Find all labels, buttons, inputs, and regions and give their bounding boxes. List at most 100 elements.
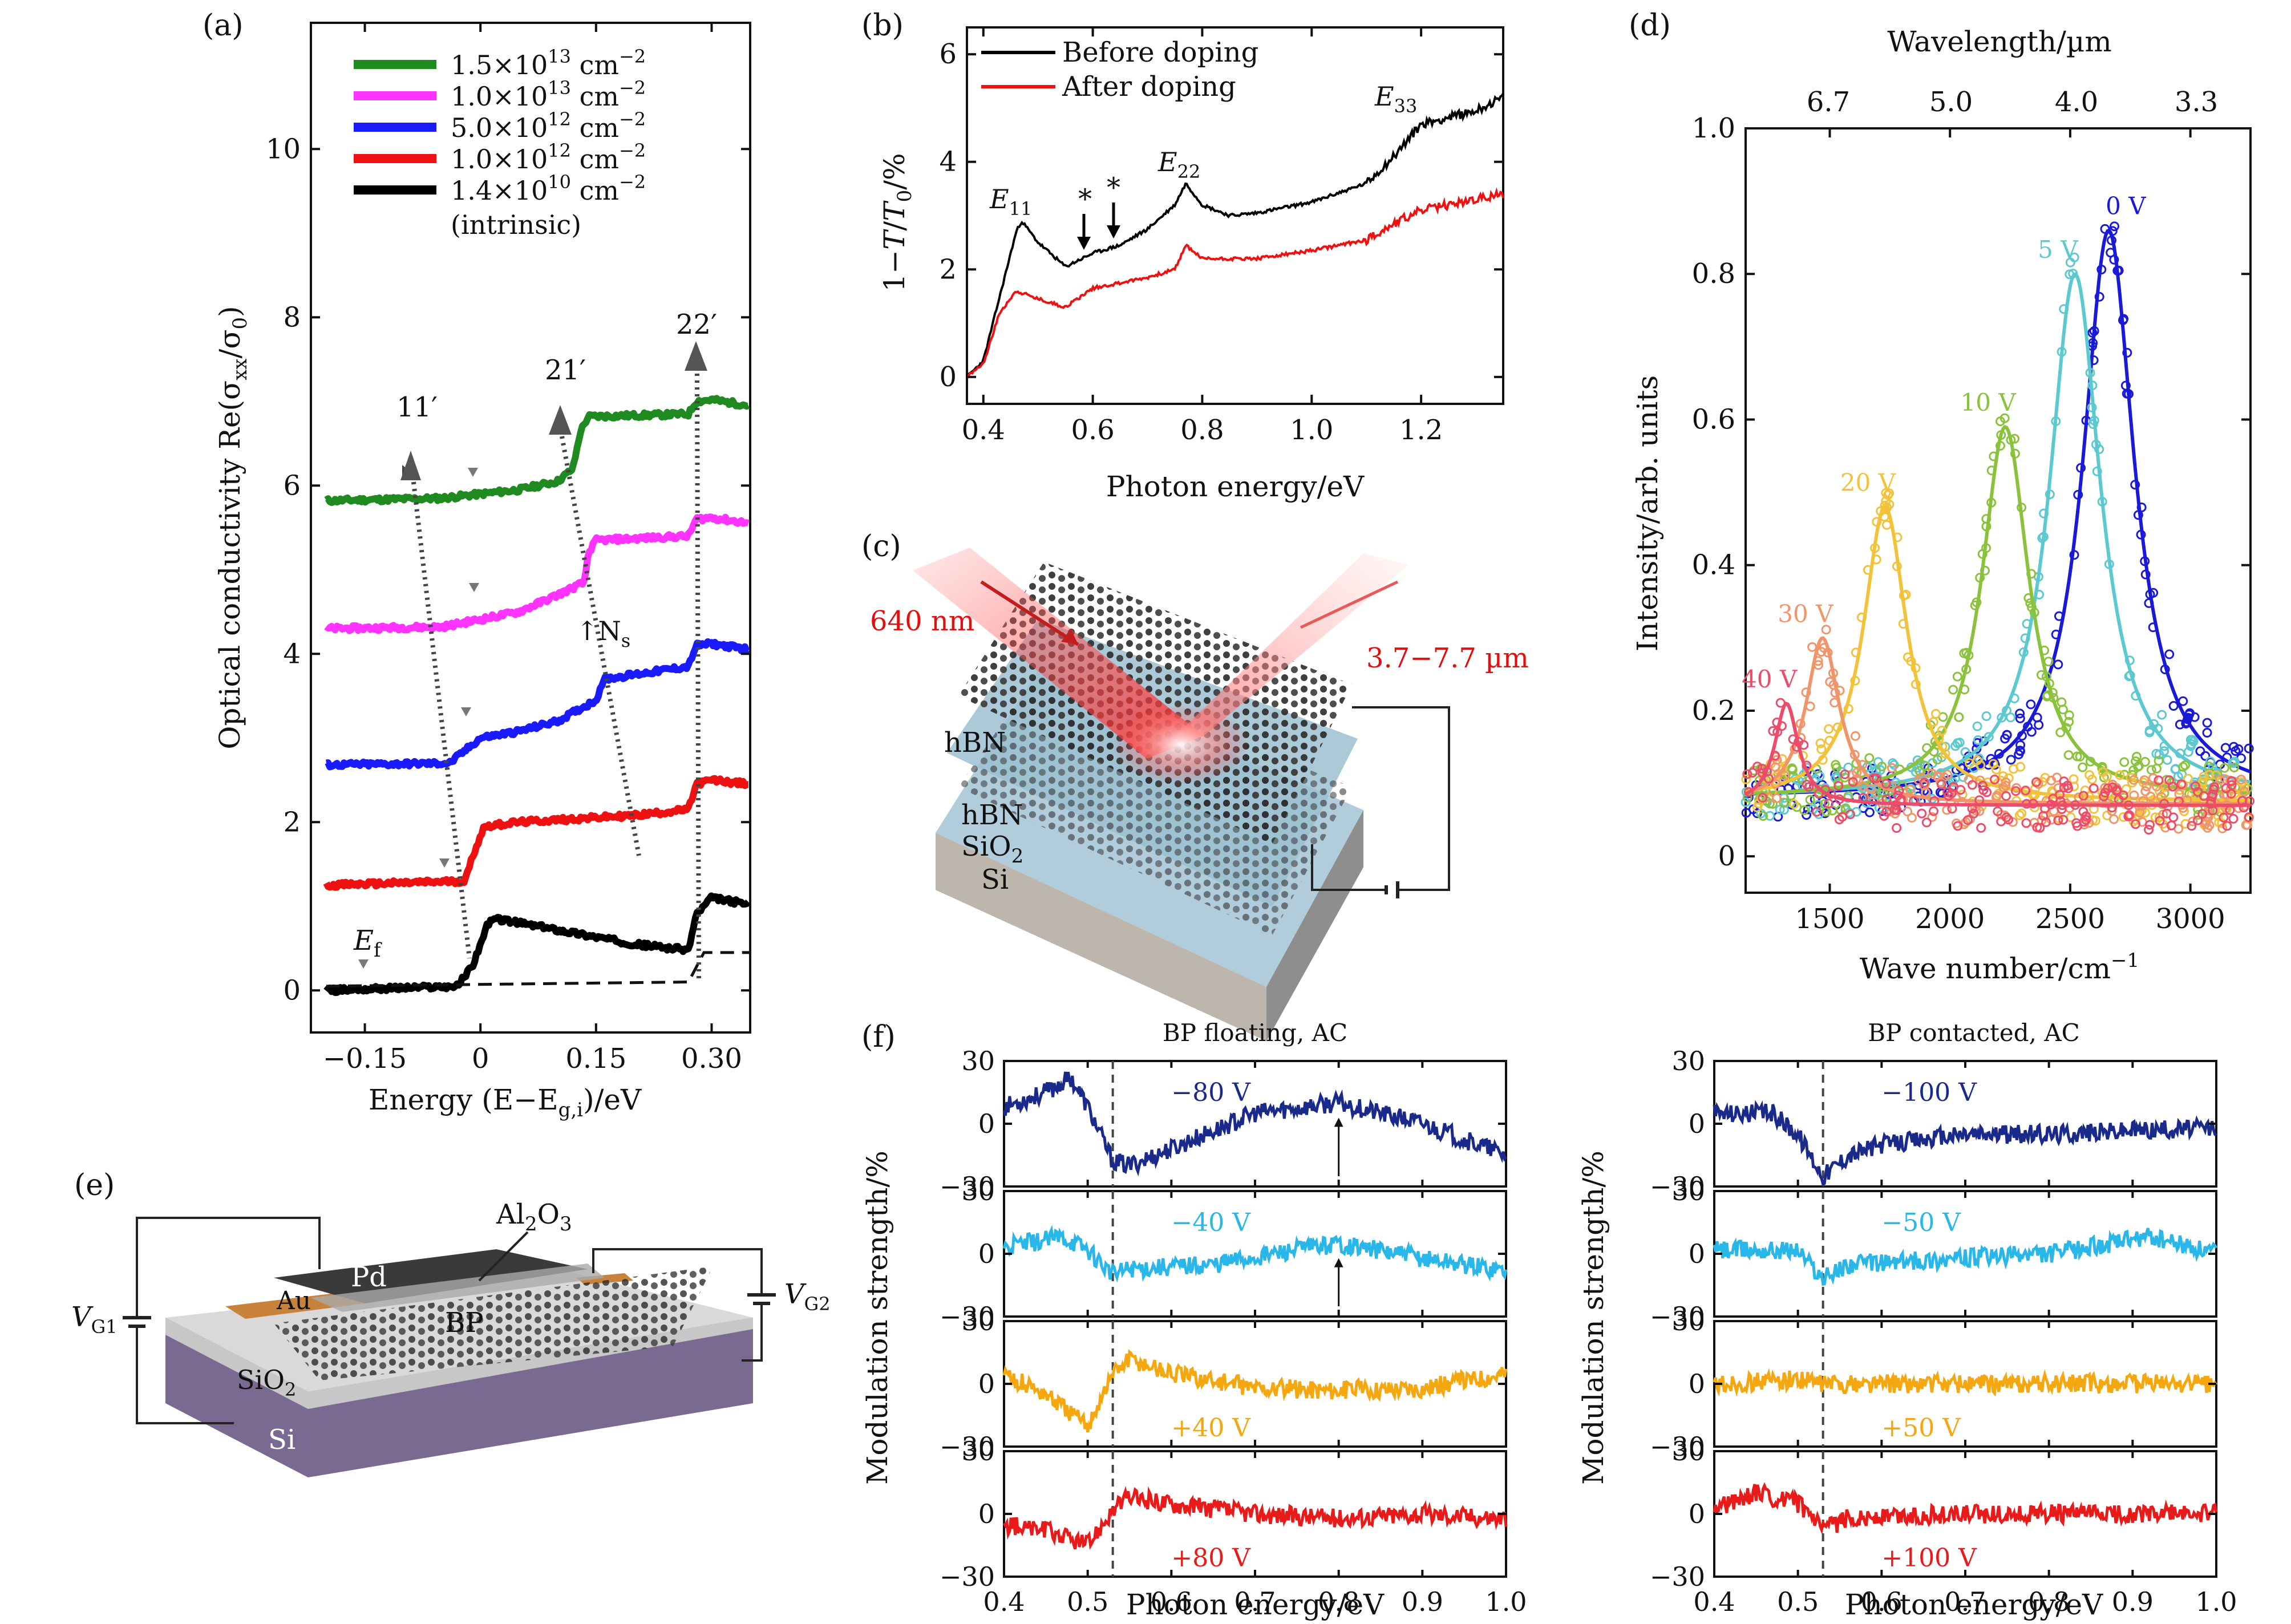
x-tick-label: 0.5 — [1777, 1586, 1819, 1617]
vg1-wire — [136, 1217, 321, 1318]
data-point — [2144, 727, 2155, 738]
data-point — [1963, 815, 1973, 825]
vg1-label: VG1 — [71, 1301, 118, 1338]
data-point — [1932, 755, 1942, 765]
data-point — [2144, 825, 2154, 835]
data-point — [2166, 820, 2176, 831]
y-tick-label: 4 — [283, 638, 301, 670]
data-point — [2071, 818, 2082, 828]
data-point — [2202, 718, 2212, 728]
data-point — [1961, 817, 1971, 827]
data-point — [1799, 805, 1809, 815]
data-point — [2228, 813, 2239, 824]
arrow-head — [1077, 237, 1091, 250]
y-tick-label: 30 — [1671, 1306, 1705, 1337]
data-point — [1936, 779, 1946, 789]
voltage-label: −40 V — [1171, 1208, 1251, 1237]
data-point — [2204, 770, 2215, 780]
data-point — [2189, 712, 2200, 722]
transition-label-21: 21′ — [545, 354, 586, 386]
data-point — [2128, 775, 2139, 785]
y-tick-label: 0.4 — [1692, 549, 1735, 581]
data-point — [1893, 790, 1903, 800]
data-point — [1827, 805, 1837, 816]
y-tick-label: 0.6 — [1692, 403, 1735, 435]
data-point — [2227, 776, 2237, 786]
data-point — [2239, 787, 2249, 797]
data-point — [1833, 781, 1844, 791]
panel-e: (e) Al2O3 Pd Au BP SiO2 Si VG1 VG2 — [71, 1168, 831, 1477]
legend-entry: 5.0×1012 cm−2 — [354, 108, 646, 143]
y-tick-label: −30 — [940, 1301, 995, 1332]
feature-arrowhead — [1334, 1117, 1343, 1127]
series-label: 40 V — [1742, 665, 1798, 693]
data-point — [1824, 799, 1833, 809]
data-point — [1927, 812, 1937, 822]
data-point — [2176, 779, 2187, 789]
data-point — [2046, 815, 2057, 825]
panel-d: (d) 0 V 5 V 10 V 20 V 30 V 40 V 1500 2000 2500 3… — [1629, 9, 2254, 985]
series-line — [324, 513, 750, 634]
pd-label: Pd — [351, 1261, 387, 1293]
data-point — [2015, 708, 2025, 719]
data-point — [1772, 793, 1782, 803]
data-point — [1998, 782, 2009, 792]
e22-label: E22 — [1157, 147, 1200, 183]
data-point — [2164, 775, 2174, 785]
si-layer — [936, 833, 1266, 1041]
data-point — [2131, 756, 2141, 766]
legend-label: 1.5×1013 cm−2 — [451, 46, 646, 80]
transition-arrowhead-22 — [685, 341, 707, 371]
data-point — [2157, 710, 2167, 720]
data-point — [1978, 785, 1989, 795]
data-point — [2118, 790, 2128, 800]
panel-d-ylabel: Intensity/arb. units — [1631, 375, 1664, 651]
data-point — [1864, 807, 1875, 817]
y-tick-label: −30 — [1650, 1561, 1705, 1592]
data-point — [2200, 751, 2211, 761]
data-point — [1942, 787, 1953, 797]
data-point — [1937, 726, 1947, 736]
y-tick-label: 0.2 — [1692, 695, 1735, 727]
series-label: 30 V — [1778, 600, 1833, 627]
data-point — [1919, 760, 1929, 771]
panel-f-right-ylabel: Modulation strength/% — [1577, 1151, 1610, 1485]
data-point — [2193, 787, 2203, 797]
panel-b-ticks: 0.4 0.6 0.8 1.0 1.2 0 2 4 6 — [939, 27, 1503, 446]
top-tick-label: 6.7 — [1807, 86, 1850, 118]
e11-label: E11 — [989, 184, 1032, 220]
sio2-label: SiO2 — [237, 1364, 296, 1400]
voltage-label: +50 V — [1881, 1414, 1961, 1443]
data-point — [1742, 769, 1752, 779]
y-tick-label: 30 — [1671, 1176, 1705, 1206]
data-point — [2162, 808, 2172, 819]
data-point — [2178, 762, 2188, 772]
data-point — [1816, 744, 1827, 754]
data-point — [2006, 712, 2015, 723]
data-point — [2160, 823, 2171, 833]
incident-arrow — [980, 580, 1079, 646]
data-point — [1969, 808, 1979, 819]
data-point — [2122, 347, 2132, 358]
panel-f-left-xlabel: Photon energy/eV — [1126, 1588, 1385, 1621]
data-point — [2139, 775, 2150, 785]
data-point — [2168, 701, 2179, 711]
panel-d-frame — [1744, 127, 2252, 894]
data-point — [1972, 721, 1982, 731]
fit-line — [1745, 505, 2250, 802]
panel-a-legend: 1.5×1013 cm−2 1.0×1013 cm−2 5.0×1012 cm−… — [354, 46, 646, 240]
gate-wire — [1311, 844, 1386, 891]
panel-f-right-title: BP contacted, AC — [1868, 1019, 2080, 1047]
data-point — [2058, 815, 2069, 825]
y-tick-label: −30 — [1650, 1301, 1705, 1332]
y-tick-label: 30 — [1671, 1436, 1705, 1467]
data-point — [2155, 816, 2165, 826]
panel-d-ticks: 1500 2000 2500 3000 0 0.2 0.4 0.6 0.8 1.0 — [1692, 112, 2250, 935]
voltage-label: +100 V — [1881, 1544, 1977, 1573]
data-point — [1946, 788, 1957, 799]
data-point — [2193, 809, 2203, 820]
data-point — [1815, 738, 1825, 748]
y-tick-label: 30 — [1671, 1046, 1705, 1076]
panel-f-left-title: BP floating, AC — [1163, 1019, 1347, 1047]
